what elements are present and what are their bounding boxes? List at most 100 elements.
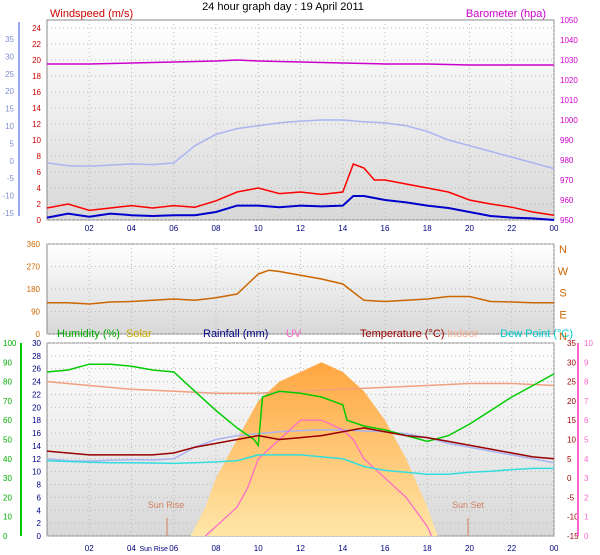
outer-left-tick-label: -10 [2, 192, 14, 201]
x-tick-label: 10 [254, 224, 263, 233]
temperature-tick-label: 15 [567, 416, 576, 425]
temperature-tick-label: 0 [567, 474, 572, 483]
barometer-tick-label: 1040 [560, 36, 578, 45]
outer-left-tick-label: -5 [7, 174, 15, 183]
windspeed-tick-label: 6 [37, 168, 42, 177]
x-tick-label: 20 [465, 224, 474, 233]
barometer-tick-label: 1010 [560, 96, 578, 105]
direction-tick-label: 90 [31, 308, 40, 317]
temperature-line [46, 427, 555, 460]
x-tick-label: 02 [85, 224, 94, 233]
uv-tick-label: 1 [584, 513, 589, 522]
outer-left-tick-label: 10 [5, 122, 14, 131]
temperature-reference-line [46, 429, 555, 464]
windspeed-tick-label: 12 [32, 120, 41, 129]
x-tick-label: 22 [507, 544, 516, 553]
barometer-tick-label: 1000 [560, 116, 578, 125]
x-tick-label: 14 [338, 224, 347, 233]
series-layer [47, 269, 554, 305]
compass-label: N [559, 331, 567, 343]
humidity-tick-label: 50 [3, 436, 12, 445]
compass-label: E [559, 309, 566, 321]
temperature-tick-label: 5 [567, 455, 572, 464]
direction-tick-label: 0 [36, 330, 41, 339]
uv-tick-label: 6 [584, 416, 589, 425]
x-tick-label: 06 [169, 544, 178, 553]
windspeed-tick-label: 22 [32, 40, 41, 49]
x-tick-label: 16 [381, 544, 390, 553]
barometer-tick-label: 980 [560, 156, 574, 165]
windspeed-axis-title: Windspeed (m/s) [50, 8, 133, 20]
humidity-tick-label: 10 [3, 513, 12, 522]
windspeed-tick-label: 10 [32, 136, 41, 145]
humidity-tick-label: 70 [3, 397, 12, 406]
compass-label: S [559, 288, 566, 300]
legend-solar: Solar [126, 328, 152, 340]
outer-left-tick-label: 0 [10, 157, 15, 166]
windspeed-tick-label: 18 [32, 72, 41, 81]
legend-uv: UV [286, 328, 302, 340]
x-tick-label: 12 [296, 544, 305, 553]
uv-tick-label: 9 [584, 358, 589, 367]
windspeed-tick-label: 2 [37, 200, 42, 209]
x-tick-label: 08 [212, 544, 221, 553]
temperature-tick-label: 25 [567, 378, 576, 387]
uv-line [204, 419, 433, 537]
rainfall-tick-label: 16 [32, 429, 41, 438]
windspeed-tick-label: 24 [32, 24, 41, 33]
temperature-tick-label: 10 [567, 436, 576, 445]
outer-left-tick-label: 15 [5, 105, 14, 114]
rainfall-tick-label: 26 [32, 365, 41, 374]
uv-tick-label: 7 [584, 397, 589, 406]
compass-label: N [559, 244, 567, 256]
rainfall-tick-label: 8 [37, 481, 42, 490]
x-tick-label: 04 [127, 224, 136, 233]
rainfall-tick-label: 18 [32, 416, 41, 425]
uv-tick-label: 3 [584, 474, 589, 483]
temperature-tick-label: 20 [567, 397, 576, 406]
x-tick-label: 18 [423, 544, 432, 553]
windspeed-tick-label: 0 [37, 216, 42, 225]
uv-tick-label: 2 [584, 493, 589, 502]
barometer-tick-label: 990 [560, 136, 574, 145]
humidity-tick-label: 90 [3, 358, 12, 367]
temperature-tick-label: -10 [567, 513, 579, 522]
rainfall-tick-label: 12 [32, 455, 41, 464]
solar-layer [190, 362, 438, 536]
uv-tick-label: 8 [584, 378, 589, 387]
direction-tick-label: 180 [27, 285, 41, 294]
solar-area [190, 362, 438, 536]
axis-ticks: 24222018161412108642035302520151050-5-10… [2, 16, 578, 233]
uv-tick-label: 10 [584, 339, 593, 348]
x-tick-label: 22 [507, 224, 516, 233]
barometer-line [47, 59, 554, 66]
barometer-tick-label: 970 [560, 176, 574, 185]
outer-left-tick-label: 30 [5, 52, 14, 61]
rainfall-tick-label: 14 [32, 442, 41, 451]
humidity-tick-label: 30 [3, 474, 12, 483]
legend-indoor: Indoor [447, 328, 479, 340]
x-tick-label: 14 [338, 544, 347, 553]
x-tick-label: 18 [423, 224, 432, 233]
gust-line [46, 163, 555, 216]
x-tick-label: 16 [381, 224, 390, 233]
outer-left-tick-label: -15 [2, 209, 14, 218]
compass-label: W [558, 266, 569, 278]
barometer-tick-label: 1050 [560, 16, 578, 25]
windspeed-tick-label: 16 [32, 88, 41, 97]
x-tick-label: 08 [212, 224, 221, 233]
outer-left-tick-label: 35 [5, 35, 14, 44]
grid [47, 342, 555, 537]
x-tick-label: 04 [127, 544, 136, 553]
legend-humidity: Humidity (%) [57, 328, 120, 340]
humidity-tick-label: 20 [3, 493, 12, 502]
barometer-tick-label: 960 [560, 196, 574, 205]
axis-ticks: 3028262422201816141210864201009080706050… [3, 339, 593, 553]
humidity-tick-label: 60 [3, 416, 12, 425]
x-tick-label: 00 [550, 224, 559, 233]
x-tick-label: 20 [465, 544, 474, 553]
humidity-tick-label: 0 [3, 532, 8, 541]
page-title: 24 hour graph day : 19 April 2011 [202, 1, 364, 13]
